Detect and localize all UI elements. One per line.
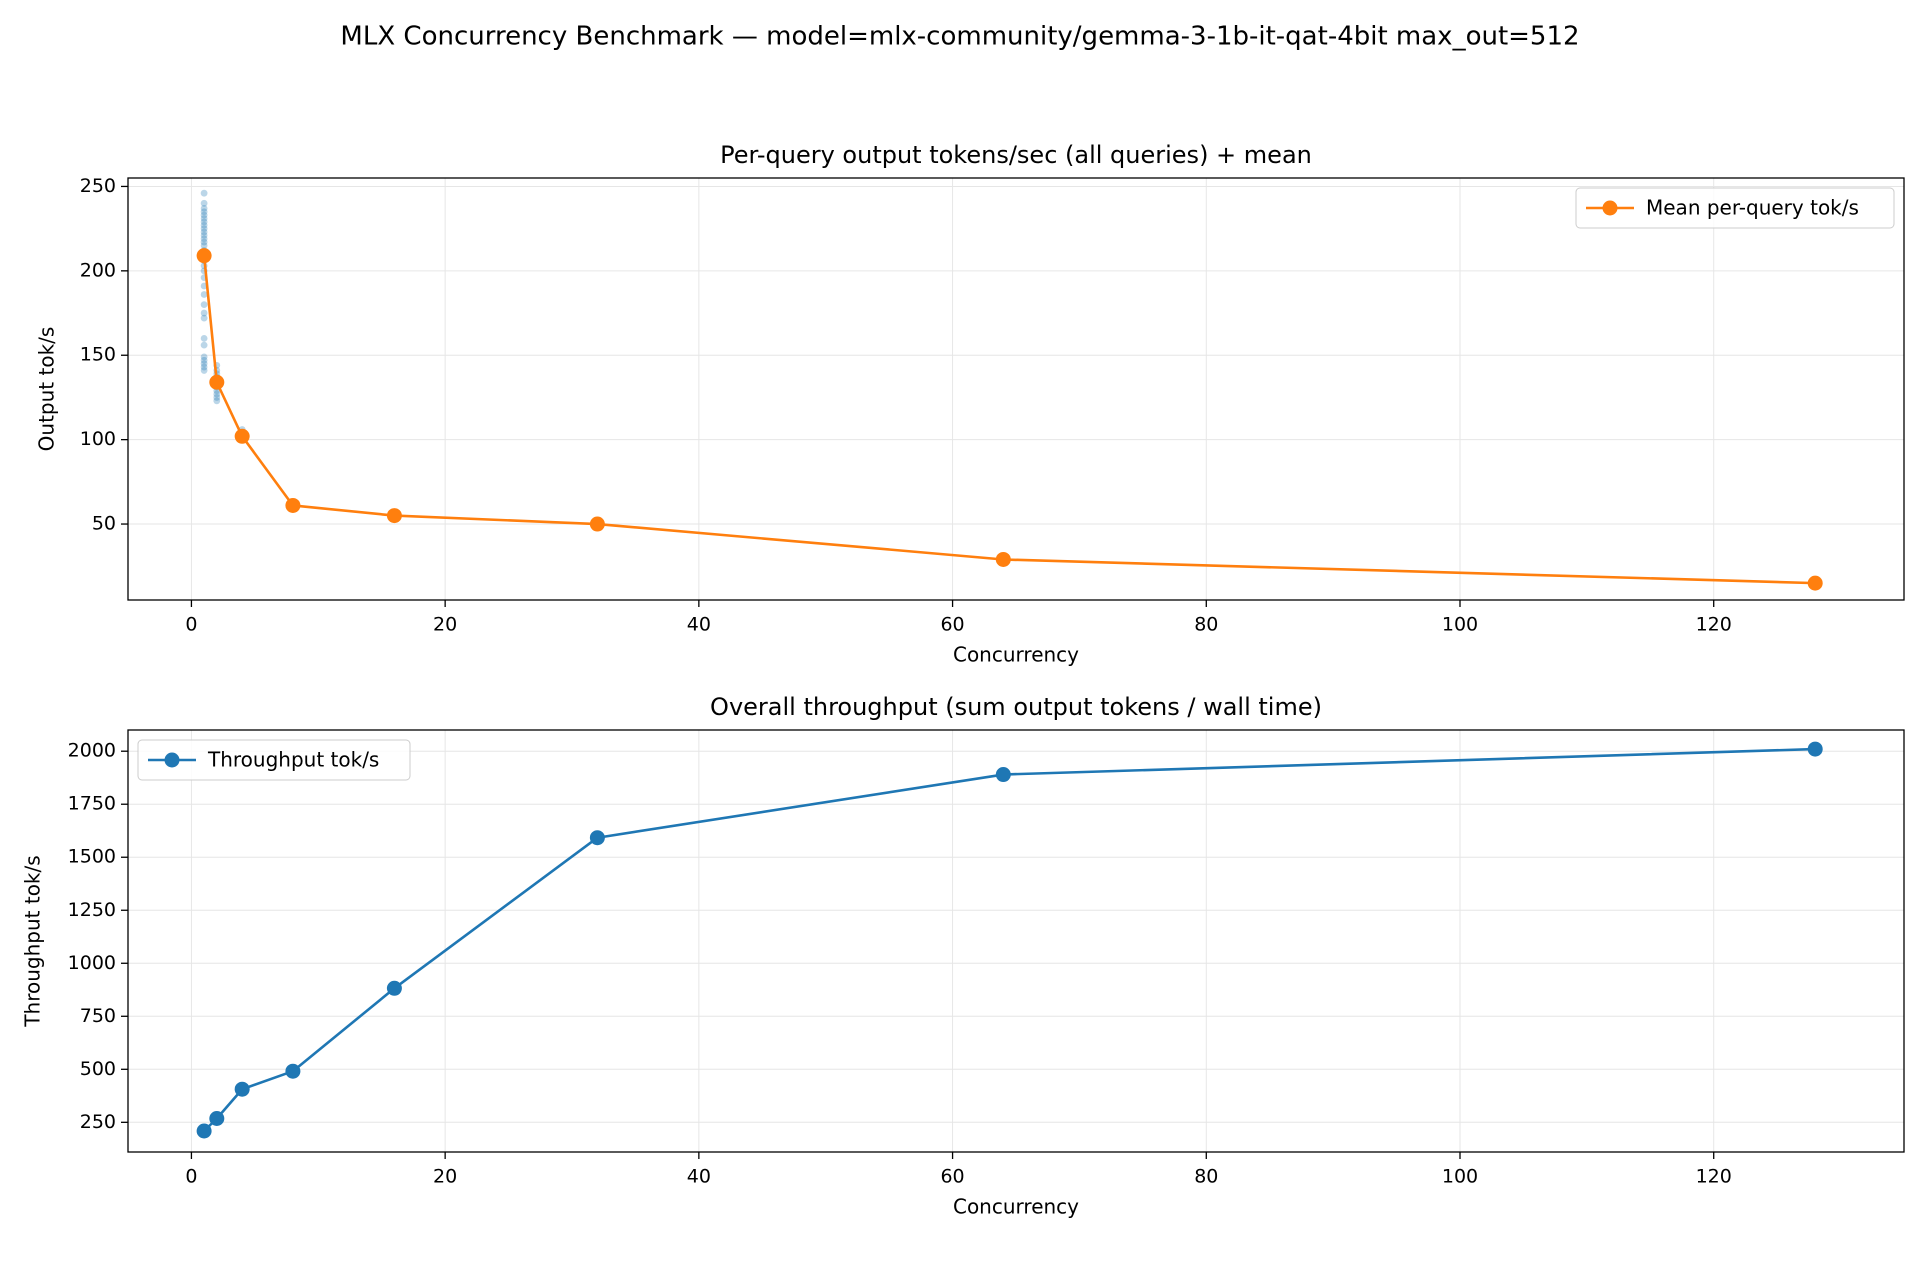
per-query-tokens-chart: 0 20 40 60 80 100 120 50 100 150 200 250 Per-query o… bbox=[35, 141, 1905, 667]
legend-marker bbox=[164, 752, 180, 768]
x-tick-label: 0 bbox=[185, 614, 197, 636]
query-point bbox=[200, 356, 208, 364]
chart-title: Per-query output tokens/sec (all queries… bbox=[720, 141, 1312, 169]
y-tick-label: 1250 bbox=[68, 899, 116, 921]
y-tick-label: 1000 bbox=[68, 952, 116, 974]
query-point bbox=[200, 238, 208, 246]
series-point bbox=[234, 1081, 250, 1097]
x-tick-label: 0 bbox=[185, 1166, 197, 1188]
query-point bbox=[200, 341, 208, 349]
query-point bbox=[213, 394, 221, 401]
y-axis-label: Throughput tok/s bbox=[21, 855, 45, 1027]
series-point bbox=[995, 767, 1011, 783]
query-point bbox=[200, 235, 208, 243]
series-point bbox=[386, 980, 402, 996]
throughput-chart: 0 20 40 60 80 100 120 250 500 750 1000 1250 1500 1750… bbox=[21, 693, 1905, 1219]
query-point bbox=[200, 215, 208, 222]
x-tick-label: 20 bbox=[433, 614, 457, 636]
x-tick-label: 120 bbox=[1696, 1166, 1732, 1188]
legend: Mean per-query tok/s bbox=[1575, 187, 1895, 229]
series-line bbox=[202, 255, 1816, 585]
chart-title: Overall throughput (sum output tokens / … bbox=[710, 693, 1322, 721]
series-point bbox=[386, 508, 402, 524]
series-point bbox=[285, 1063, 301, 1079]
series-point bbox=[589, 516, 605, 532]
y-tick-label: 250 bbox=[80, 1111, 116, 1133]
query-point bbox=[200, 228, 208, 236]
y-tick-label: 2000 bbox=[68, 740, 116, 762]
legend-box bbox=[1575, 187, 1895, 229]
series-point bbox=[995, 551, 1011, 567]
y-tick-label: 1500 bbox=[68, 846, 116, 868]
figure-suptitle: MLX Concurrency Benchmark — model=mlx-co… bbox=[340, 22, 1579, 52]
query-point bbox=[200, 231, 208, 239]
query-point bbox=[200, 360, 208, 368]
query-point bbox=[200, 208, 208, 216]
x-tick-label: 100 bbox=[1442, 614, 1478, 636]
query-point bbox=[200, 199, 208, 207]
x-tick-label: 80 bbox=[1194, 614, 1218, 636]
x-tick-label: 60 bbox=[940, 614, 964, 636]
legend-box bbox=[137, 739, 411, 781]
series-point bbox=[196, 248, 212, 264]
query-point bbox=[200, 221, 208, 229]
x-axis-label: Concurrency bbox=[953, 1195, 1079, 1219]
series-point bbox=[209, 374, 225, 390]
x-tick-label: 20 bbox=[433, 1166, 457, 1188]
series-point bbox=[234, 428, 250, 444]
y-tick-label: 100 bbox=[80, 428, 116, 450]
series-point bbox=[209, 1110, 225, 1126]
y-tick-label: 1750 bbox=[68, 793, 116, 815]
legend-label: Throughput tok/s bbox=[207, 748, 379, 772]
legend-marker bbox=[1602, 200, 1618, 216]
series-point bbox=[196, 1123, 212, 1139]
query-point bbox=[200, 291, 208, 298]
query-point bbox=[200, 225, 208, 233]
x-tick-label: 100 bbox=[1442, 1166, 1478, 1188]
x-tick-label: 80 bbox=[1194, 1166, 1218, 1188]
y-tick-label: 50 bbox=[92, 513, 116, 535]
query-point bbox=[200, 301, 208, 308]
query-point bbox=[213, 397, 221, 405]
series-point bbox=[1807, 575, 1823, 591]
axes-frame bbox=[127, 729, 1905, 1153]
y-tick-label: 750 bbox=[80, 1005, 116, 1027]
query-point bbox=[213, 390, 221, 398]
query-point bbox=[200, 218, 208, 226]
x-tick-label: 40 bbox=[687, 1166, 711, 1188]
series-point bbox=[285, 497, 301, 513]
series-point bbox=[1807, 741, 1823, 757]
query-point bbox=[200, 314, 208, 322]
y-tick-label: 500 bbox=[80, 1058, 116, 1080]
legend: Throughput tok/s bbox=[137, 739, 411, 781]
y-axis-label: Output tok/s bbox=[35, 327, 59, 452]
query-point bbox=[200, 189, 208, 197]
query-point bbox=[200, 309, 208, 317]
x-tick-label: 60 bbox=[940, 1166, 964, 1188]
y-tick-label: 150 bbox=[80, 344, 116, 366]
y-tick-label: 250 bbox=[80, 175, 116, 197]
legend-label: Mean per-query tok/s bbox=[1646, 196, 1859, 220]
query-point bbox=[200, 211, 208, 219]
x-tick-label: 120 bbox=[1696, 614, 1732, 636]
x-tick-label: 40 bbox=[687, 614, 711, 636]
series-point bbox=[589, 830, 605, 846]
y-tick-label: 200 bbox=[80, 259, 116, 281]
query-point bbox=[200, 204, 208, 212]
query-point bbox=[200, 363, 208, 371]
query-point bbox=[200, 367, 208, 374]
axes-frame bbox=[127, 177, 1905, 601]
x-axis-label: Concurrency bbox=[953, 643, 1079, 667]
query-point bbox=[200, 242, 208, 249]
query-point bbox=[200, 334, 208, 342]
query-point bbox=[200, 353, 208, 361]
